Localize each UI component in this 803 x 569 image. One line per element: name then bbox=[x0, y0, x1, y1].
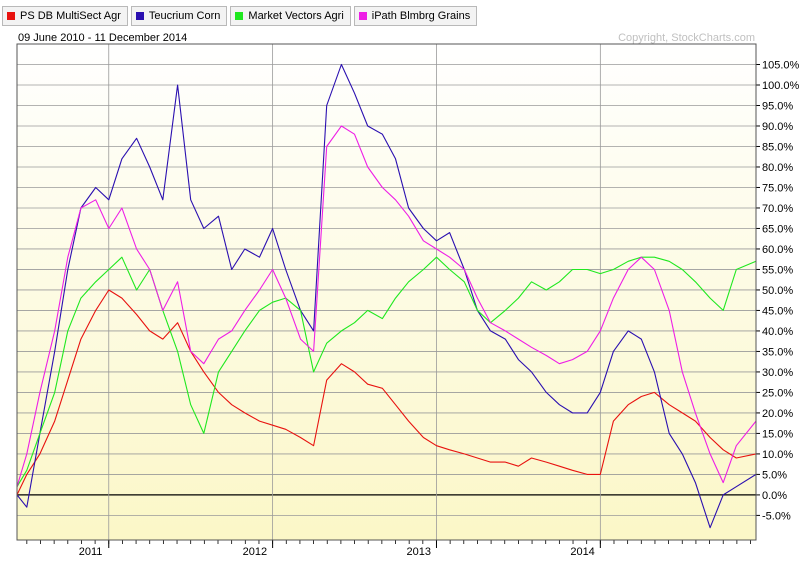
y-tick-label: 5.0% bbox=[762, 469, 787, 481]
y-tick-label: 40.0% bbox=[762, 326, 793, 338]
legend-label: Market Vectors Agri bbox=[248, 10, 344, 22]
plot-background bbox=[17, 44, 756, 540]
legend-item-market-vectors-agri[interactable]: Market Vectors Agri bbox=[230, 6, 351, 26]
y-tick-label: 25.0% bbox=[762, 387, 793, 399]
y-tick-label: 0.0% bbox=[762, 490, 787, 502]
legend-swatch bbox=[7, 12, 15, 20]
y-tick-label: 105.0% bbox=[762, 59, 800, 71]
x-tick-label: 2014 bbox=[570, 546, 594, 558]
legend-swatch bbox=[358, 12, 367, 20]
y-tick-label: 45.0% bbox=[762, 305, 793, 317]
y-tick-label: 70.0% bbox=[762, 203, 793, 215]
y-tick-label: 30.0% bbox=[762, 367, 793, 379]
y-tick-label: 95.0% bbox=[762, 100, 793, 112]
y-tick-label: 75.0% bbox=[762, 182, 793, 194]
x-tick-label: 2012 bbox=[243, 546, 267, 558]
x-tick-label: 2011 bbox=[79, 546, 103, 558]
y-tick-label: 100.0% bbox=[762, 80, 800, 92]
y-tick-label: 15.0% bbox=[762, 428, 793, 440]
date-range: 09 June 2010 - 11 December 2014 bbox=[18, 32, 188, 44]
y-tick-label: 10.0% bbox=[762, 449, 793, 461]
legend-item-teucrium-corn[interactable]: Teucrium Corn bbox=[130, 6, 228, 26]
legend-swatch bbox=[235, 12, 244, 20]
series-line-0 bbox=[16, 289, 757, 496]
legend: PS DB MultiSect Agr Teucrium Corn Market… bbox=[2, 6, 478, 26]
series-line-2 bbox=[16, 256, 757, 487]
series-line-3 bbox=[16, 125, 757, 487]
y-tick-label: 65.0% bbox=[762, 223, 793, 235]
legend-label: iPath Blmbrg Grains bbox=[371, 10, 471, 22]
y-tick-label: 50.0% bbox=[762, 285, 793, 297]
y-tick-label: 80.0% bbox=[762, 162, 793, 174]
legend-item-ps-db-multisect[interactable]: PS DB MultiSect Agr bbox=[2, 6, 128, 26]
legend-label: Teucrium Corn bbox=[148, 10, 221, 22]
y-tick-label: -5.0% bbox=[762, 510, 791, 522]
legend-item-ipath-grains[interactable]: iPath Blmbrg Grains bbox=[353, 6, 478, 26]
plot-frame bbox=[16, 43, 757, 541]
legend-label: PS DB MultiSect Agr bbox=[20, 10, 121, 22]
y-tick-label: 20.0% bbox=[762, 408, 793, 420]
y-tick-label: 55.0% bbox=[762, 264, 793, 276]
series-line-1 bbox=[16, 63, 757, 529]
x-tick-label: 2013 bbox=[406, 546, 430, 558]
legend-swatch bbox=[135, 12, 144, 20]
y-tick-label: 60.0% bbox=[762, 244, 793, 256]
copyright: Copyright, StockCharts.com bbox=[618, 32, 755, 44]
y-tick-label: 90.0% bbox=[762, 121, 793, 133]
y-tick-label: 35.0% bbox=[762, 346, 793, 358]
y-tick-label: 85.0% bbox=[762, 141, 793, 153]
